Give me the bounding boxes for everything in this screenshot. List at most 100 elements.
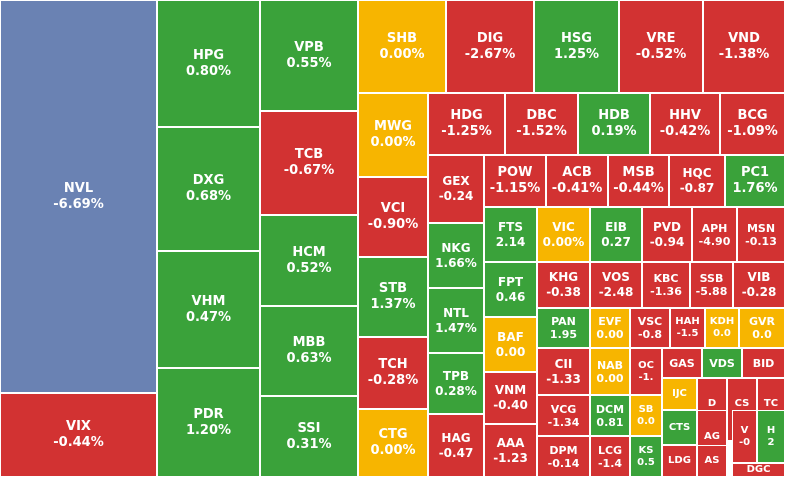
change-label: -0.41% (551, 181, 603, 196)
tile-ijc[interactable]: IJC (662, 378, 697, 410)
tile-kdh[interactable]: KDH 0.0 (705, 308, 739, 348)
tile-nab[interactable]: NAB 0.00 (590, 348, 630, 395)
tile-mwg[interactable]: MWG 0.00% (358, 93, 428, 177)
tile-fpt[interactable]: FPT 0.46 (484, 262, 537, 317)
ticker-label: VHM (191, 293, 226, 309)
tile-cii[interactable]: CII -1.33 (537, 348, 590, 395)
tile-vos[interactable]: VOS -2.48 (590, 262, 642, 308)
tile-ctg[interactable]: CTG 0.00% (358, 409, 428, 477)
tile-hdb[interactable]: HDB 0.19% (578, 93, 650, 155)
tile-gex[interactable]: GEX -0.24 (428, 155, 484, 223)
tile-lcg[interactable]: LCG -1.4 (590, 436, 630, 477)
tile-acb[interactable]: ACB -0.41% (546, 155, 608, 207)
tile-mbb[interactable]: MBB 0.63% (260, 306, 358, 396)
tile-pan[interactable]: PAN 1.95 (537, 308, 590, 348)
tile-vic[interactable]: VIC 0.00% (537, 207, 590, 262)
change-label: -0.42% (659, 124, 711, 139)
change-label: 0.27 (601, 234, 631, 249)
tile-vix[interactable]: VIX -0.44% (0, 393, 157, 477)
tile-ks[interactable]: KS 0.5 (630, 436, 662, 477)
tile-vsc[interactable]: VSC -0.8 (630, 308, 670, 348)
tile-vib[interactable]: VIB -0.28 (733, 262, 785, 308)
tile-v[interactable]: V -0 (732, 410, 757, 463)
tile-vhm[interactable]: VHM 0.47% (157, 251, 260, 368)
tile-oc[interactable]: OC -1. (630, 348, 662, 395)
tile-hsg[interactable]: HSG 1.25% (534, 0, 619, 93)
tile-hqc[interactable]: HQC -0.87 (669, 155, 725, 207)
tile-vpb[interactable]: VPB 0.55% (260, 0, 358, 111)
tile-vci[interactable]: VCI -0.90% (358, 177, 428, 257)
ticker-label: HSG (561, 30, 592, 46)
tile-tpb[interactable]: TPB 0.28% (428, 353, 484, 414)
tile-dpm[interactable]: DPM -0.14 (537, 436, 590, 477)
tile-fts[interactable]: FTS 2.14 (484, 207, 537, 262)
tile-dcm[interactable]: DCM 0.81 (590, 395, 630, 436)
change-label: -0.52% (635, 46, 687, 62)
tile-gas[interactable]: GAS (662, 348, 702, 378)
change-label: -6.69% (53, 196, 104, 212)
tile-nkg[interactable]: NKG 1.66% (428, 223, 484, 288)
tile-stb[interactable]: STB 1.37% (358, 257, 428, 337)
tile-msb[interactable]: MSB -0.44% (608, 155, 669, 207)
tile-ssi[interactable]: SSI 0.31% (260, 396, 358, 477)
tile-pc1[interactable]: PC1 1.76% (725, 155, 785, 207)
ticker-label: PDR (193, 406, 224, 422)
tile-vnd[interactable]: VND -1.38% (703, 0, 785, 93)
tile-hag[interactable]: HAG -0.47 (428, 414, 484, 477)
change-label: -2.48 (598, 285, 634, 299)
tile-hdg[interactable]: HDG -1.25% (428, 93, 505, 155)
tile-gvr[interactable]: GVR 0.0 (739, 308, 785, 348)
tile-tcb[interactable]: TCB -0.67% (260, 111, 358, 215)
ticker-label: PVD (652, 219, 682, 234)
tile-khg[interactable]: KHG -0.38 (537, 262, 590, 308)
tile-eib[interactable]: EIB 0.27 (590, 207, 642, 262)
ticker-label: VIB (747, 270, 771, 284)
ticker-label: GEX (442, 174, 470, 188)
tile-vds[interactable]: VDS (702, 348, 742, 378)
tile-baf[interactable]: BAF 0.00 (484, 317, 537, 372)
tile-nvl[interactable]: NVL -6.69% (0, 0, 157, 393)
tile-cts[interactable]: CTS (662, 410, 697, 445)
ticker-label: ACB (562, 165, 592, 180)
ticker-label: VPB (294, 39, 324, 55)
tile-dig[interactable]: DIG -2.67% (446, 0, 534, 93)
tile-aph[interactable]: APH -4.90 (692, 207, 737, 262)
tile-msn[interactable]: MSN -0.13 (737, 207, 785, 262)
tile-vcg[interactable]: VCG -1.34 (537, 395, 590, 436)
tile-hhv[interactable]: HHV -0.42% (650, 93, 720, 155)
tile-shb[interactable]: SHB 0.00% (358, 0, 446, 93)
change-label: -0.44% (53, 435, 104, 450)
tile-hpg[interactable]: HPG 0.80% (157, 0, 260, 127)
tile-hah[interactable]: HAH -1.5 (670, 308, 705, 348)
tile-ntl[interactable]: NTL 1.47% (428, 288, 484, 353)
tile-kbc[interactable]: KBC -1.36 (642, 262, 690, 308)
change-label: -0.47 (438, 445, 474, 460)
tile-bid[interactable]: BID (742, 348, 785, 378)
change-label: -5.88 (695, 285, 728, 298)
change-label: 0.19% (591, 124, 637, 139)
tile-ldg[interactable]: LDG (662, 445, 697, 477)
tile-aaa[interactable]: AAA -1.23 (484, 424, 537, 477)
tile-pvd[interactable]: PVD -0.94 (642, 207, 692, 262)
tile-pow[interactable]: POW -1.15% (484, 155, 546, 207)
tile-vre[interactable]: VRE -0.52% (619, 0, 703, 93)
tile-dbc[interactable]: DBC -1.52% (505, 93, 578, 155)
tile-tch[interactable]: TCH -0.28% (358, 337, 428, 409)
tile-pdr[interactable]: PDR 1.20% (157, 368, 260, 477)
tile-dxg[interactable]: DXG 0.68% (157, 127, 260, 251)
tile-bcg[interactable]: BCG -1.09% (720, 93, 785, 155)
change-label: 0.63% (286, 351, 332, 366)
change-label: -0.8 (637, 328, 663, 341)
tile-ssb[interactable]: SSB -5.88 (690, 262, 733, 308)
tile-vnm[interactable]: VNM -0.40 (484, 372, 537, 424)
tile-dgc[interactable]: DGC (732, 463, 785, 477)
tile-sb[interactable]: SB 0.0 (630, 395, 662, 436)
tile-evf[interactable]: EVF 0.00 (590, 308, 630, 348)
ticker-label: CS (734, 397, 750, 409)
ticker-label: VCI (380, 201, 406, 216)
tile-hcm[interactable]: HCM 0.52% (260, 215, 358, 306)
tile-as[interactable]: AS (697, 445, 727, 477)
ticker-label: NTL (443, 305, 469, 320)
ticker-label: PAN (551, 315, 576, 328)
